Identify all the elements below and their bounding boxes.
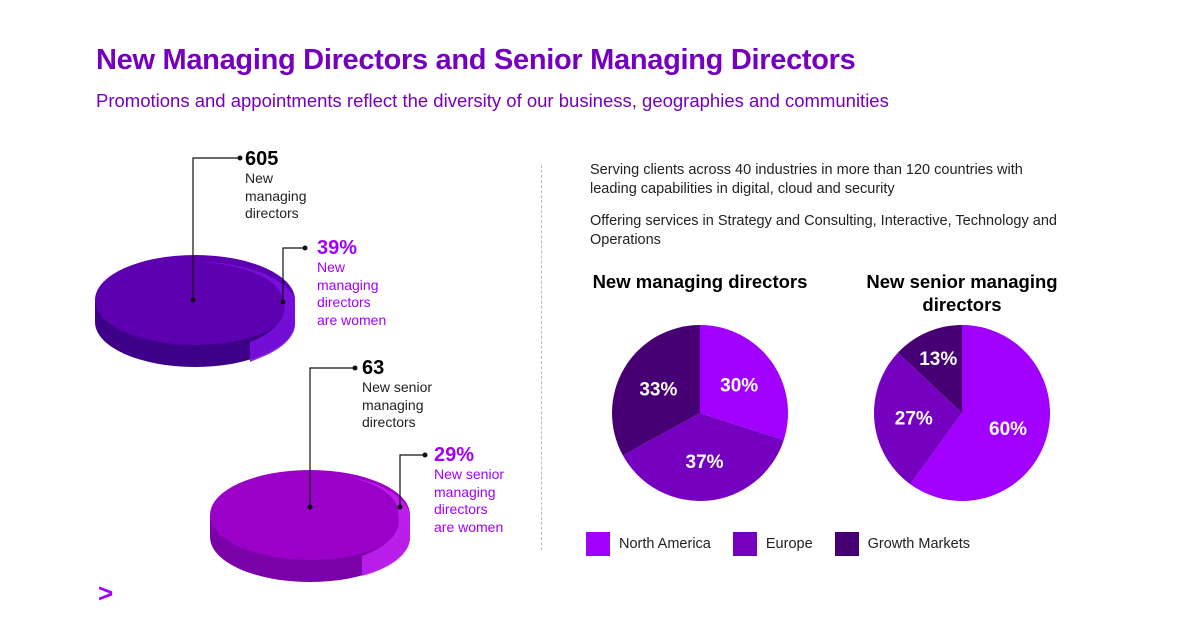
smd-label-line: managing <box>362 396 424 413</box>
pie-data-label: 60% <box>989 419 1027 440</box>
smd-callout: 63 New senior managing directors <box>362 357 432 432</box>
pie-data-label: 13% <box>919 349 957 370</box>
legend-swatch <box>586 532 610 556</box>
pie-data-label: 30% <box>720 376 758 397</box>
legend-item-europe: Europe <box>732 532 813 556</box>
md-label-line: managing <box>245 187 307 204</box>
pie-data-label: 27% <box>895 409 933 430</box>
md-women-callout: 39% New managing directors are women <box>317 237 386 329</box>
pie-slice-north-america <box>700 325 788 441</box>
md-label-line: New <box>245 170 274 186</box>
md-women-label-line: New <box>317 259 346 275</box>
smd-women-label-line: directors <box>434 501 488 517</box>
legend-label: Europe <box>765 536 813 552</box>
page-subtitle: Promotions and appointments reflect the … <box>96 90 889 111</box>
md-label-line: directors <box>245 205 299 221</box>
smd-women-label: New senior managing directors are women <box>434 466 504 536</box>
legend-label: Growth Markets <box>867 536 970 552</box>
legend: North America Europe Growth Markets <box>586 532 970 556</box>
pie-slice-europe <box>622 413 784 501</box>
smd-women-label-line: New senior <box>434 466 505 482</box>
pie-title-smd: New senior managing directors <box>866 271 1058 315</box>
smd-women-callout: 29% New senior managing directors are wo… <box>434 444 504 536</box>
pie-data-label: 37% <box>686 452 724 473</box>
disc-smd <box>210 470 411 582</box>
pie-slice-growth-markets <box>897 325 962 413</box>
smd-label: New senior managing directors <box>362 379 432 432</box>
md-count: 605 <box>245 148 279 170</box>
legend-swatch <box>834 532 859 556</box>
legend-item-growth-markets: Growth Markets <box>834 532 970 556</box>
pie-slice-north-america <box>910 325 1050 501</box>
discs-graphic <box>95 155 428 582</box>
md-callout: 605 New managing directors <box>245 148 307 223</box>
smd-women-pct: 29% <box>434 444 475 466</box>
md-women-label: New managing directors are women <box>317 259 386 329</box>
legend-item-north-america: North America <box>586 532 711 556</box>
md-women-pct: 39% <box>317 237 358 259</box>
pie-charts: 30% 37% 33% 60% 27% 13% <box>612 325 1050 501</box>
legend-swatch <box>732 532 757 556</box>
intro-text-2: Offering services in Strategy and Consul… <box>590 213 1057 248</box>
smd-label-line: directors <box>362 414 416 430</box>
smd-women-label-line: managing <box>434 483 496 500</box>
pie-slice-growth-markets <box>612 325 700 456</box>
md-women-label-line: directors <box>317 294 371 310</box>
page-title: New Managing Directors and Senior Managi… <box>96 44 856 76</box>
smd-count: 63 <box>362 357 385 379</box>
smd-label-line: New senior <box>362 379 433 395</box>
pie-slice-europe <box>874 352 962 485</box>
leader-lines <box>192 157 425 507</box>
md-women-label-line: are women <box>317 311 387 328</box>
intro-text-1: Serving clients across 40 industries in … <box>590 162 1023 197</box>
divider <box>541 165 542 550</box>
pie-title-md: New managing directors <box>592 271 808 292</box>
md-label: New managing directors <box>245 170 307 223</box>
legend-label: North America <box>619 536 711 552</box>
md-women-label-line: managing <box>317 276 379 293</box>
logo-chevron: > <box>98 578 114 608</box>
disc-md <box>95 255 296 367</box>
pie-data-label: 33% <box>639 379 677 400</box>
smd-women-label-line: are women <box>434 518 504 535</box>
